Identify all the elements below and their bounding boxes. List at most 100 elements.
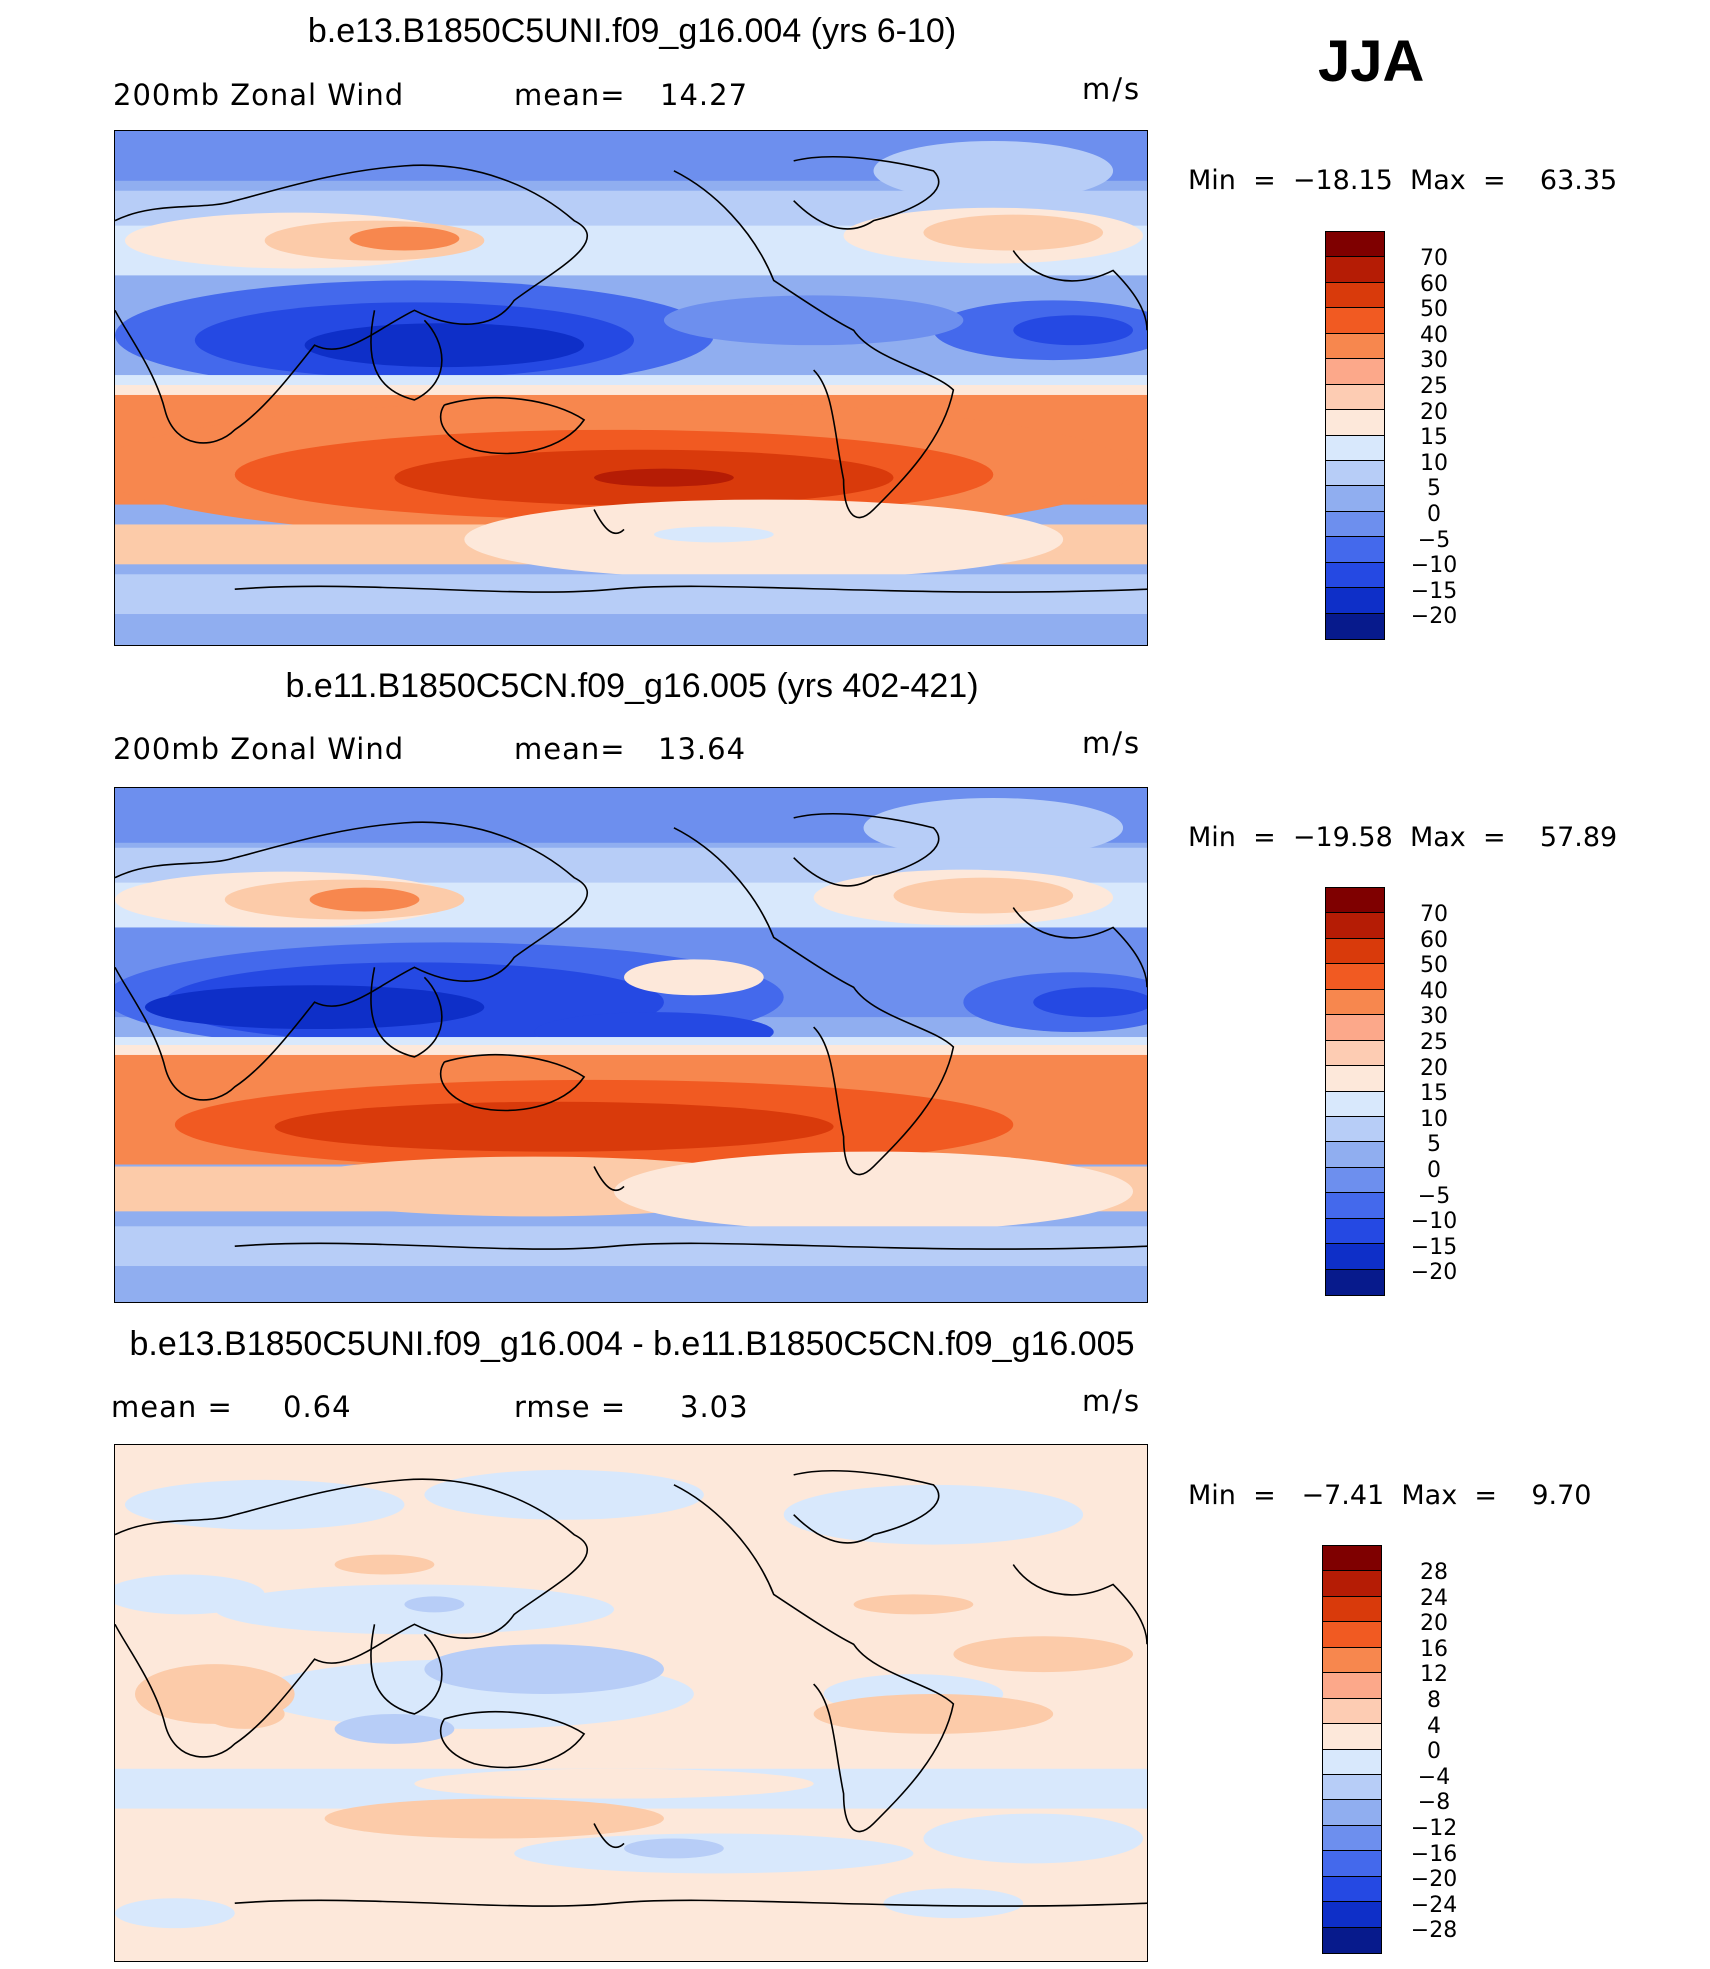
- colorbar-label: 0: [1427, 501, 1441, 527]
- colorbar-swatch: [1326, 1269, 1384, 1295]
- colorbar-label: −10: [1410, 553, 1458, 579]
- colorbar-label: −16: [1410, 1841, 1458, 1867]
- colorbar-label: −8: [1417, 1790, 1451, 1816]
- colorbar-label: 20: [1420, 1055, 1448, 1081]
- colorbar-swatch: [1323, 1774, 1381, 1801]
- colorbar-label: 15: [1420, 425, 1448, 451]
- colorbar-label: 30: [1420, 348, 1448, 374]
- colorbar-swatch: [1326, 410, 1384, 436]
- colorbar-swatch: [1326, 1244, 1384, 1270]
- panel-1-colorbar: [1325, 231, 1385, 640]
- panel-2-colorbar-labels: 70 60 50 40 30 25 20 15 10 5 0 −5 −10 −15 −20: [1410, 902, 1458, 1286]
- panel-1-contour-field: [115, 131, 1147, 645]
- panel-3-mean-value: 0.64: [283, 1390, 352, 1424]
- colorbar-swatch: [1323, 1673, 1381, 1699]
- panel-3-mean-label: mean =: [111, 1390, 233, 1424]
- colorbar-swatch: [1326, 1116, 1384, 1143]
- colorbar-swatch: [1323, 1876, 1381, 1903]
- colorbar-label: 20: [1420, 1611, 1448, 1637]
- colorbar-swatch: [1323, 1724, 1381, 1750]
- colorbar-label: 10: [1420, 450, 1448, 476]
- colorbar-swatch: [1326, 384, 1384, 411]
- panel-2-mean-label: mean=: [514, 732, 626, 766]
- panel-3-max-label: Max: [1401, 1480, 1458, 1511]
- colorbar-swatch: [1323, 1851, 1381, 1877]
- colorbar-swatch: [1326, 913, 1384, 939]
- colorbar-swatch: [1323, 1927, 1381, 1953]
- panel-2-contour-field: [115, 788, 1147, 1302]
- colorbar-swatch: [1326, 613, 1384, 639]
- colorbar-label: −12: [1410, 1815, 1458, 1841]
- colorbar-swatch: [1326, 562, 1384, 589]
- colorbar-swatch: [1326, 888, 1384, 914]
- colorbar-swatch: [1323, 1596, 1381, 1623]
- panel-3-colorbar: [1322, 1545, 1382, 1954]
- colorbar-swatch: [1326, 1015, 1384, 1041]
- panel-2-units: m/s: [1082, 726, 1142, 760]
- panel-1-mean-label: mean=: [514, 78, 626, 112]
- colorbar-label: −28: [1410, 1918, 1458, 1944]
- colorbar-swatch: [1326, 282, 1384, 309]
- colorbar-label: −15: [1410, 1234, 1458, 1260]
- colorbar-swatch: [1323, 1647, 1381, 1674]
- colorbar-label: 20: [1420, 399, 1448, 425]
- colorbar-label: 25: [1420, 373, 1448, 399]
- colorbar-label: −10: [1410, 1209, 1458, 1235]
- panel-1-mean-value: 14.27: [660, 78, 749, 112]
- panel-1-coastlines: [115, 156, 1147, 593]
- colorbar-label: 15: [1420, 1081, 1448, 1107]
- colorbar-label: 4: [1427, 1713, 1441, 1739]
- colorbar-swatch: [1326, 989, 1384, 1016]
- colorbar-label: 30: [1420, 1004, 1448, 1030]
- colorbar-label: 0: [1427, 1739, 1441, 1765]
- colorbar-swatch: [1326, 511, 1384, 538]
- panel-3-rmse-label: rmse =: [514, 1390, 627, 1424]
- panel-2-mean-value: 13.64: [658, 732, 747, 766]
- colorbar-swatch: [1326, 333, 1384, 360]
- colorbar-label: −5: [1417, 1183, 1451, 1209]
- colorbar-label: 24: [1420, 1585, 1448, 1611]
- colorbar-label: 16: [1420, 1636, 1448, 1662]
- colorbar-swatch: [1326, 308, 1384, 334]
- colorbar-swatch: [1326, 359, 1384, 385]
- colorbar-label: 10: [1420, 1106, 1448, 1132]
- colorbar-label: 5: [1427, 476, 1441, 502]
- colorbar-swatch: [1326, 588, 1384, 614]
- season-label: JJA: [1318, 29, 1425, 94]
- colorbar-label: 40: [1420, 322, 1448, 348]
- colorbar-swatch: [1326, 1193, 1384, 1219]
- colorbar-swatch: [1326, 232, 1384, 258]
- panel-3-map: [114, 1444, 1148, 1962]
- colorbar-swatch: [1323, 1571, 1381, 1597]
- panel-2-minmax: Min = −19.58 Max = 57.89: [1188, 822, 1618, 853]
- colorbar-label: 50: [1420, 953, 1448, 979]
- panel-1-minmax: Min = −18.15 Max = 63.35: [1188, 165, 1618, 196]
- panel-2-map: [114, 787, 1148, 1303]
- colorbar-label: 8: [1427, 1687, 1441, 1713]
- panel-3-contour-field: [115, 1445, 1147, 1961]
- colorbar-label: −20: [1410, 1867, 1458, 1893]
- colorbar-swatch: [1326, 1040, 1384, 1067]
- panel-3-minmax: Min = −7.41 Max = 9.70: [1188, 1480, 1592, 1511]
- colorbar-swatch: [1326, 1142, 1384, 1168]
- colorbar-label: 25: [1420, 1029, 1448, 1055]
- colorbar-swatch: [1326, 486, 1384, 512]
- colorbar-swatch: [1326, 435, 1384, 461]
- panel-1-max-label: Max: [1409, 165, 1466, 196]
- colorbar-label: 60: [1420, 927, 1448, 953]
- panel-3-title: b.e13.B1850C5UNI.f09_g16.004 - b.e11.B18…: [129, 1325, 1135, 1363]
- colorbar-swatch: [1326, 1066, 1384, 1092]
- colorbar-swatch: [1326, 1091, 1384, 1117]
- colorbar-swatch: [1326, 1218, 1384, 1245]
- colorbar-swatch: [1323, 1825, 1381, 1852]
- colorbar-swatch: [1326, 938, 1384, 965]
- panel-1-title: b.e13.B1850C5UNI.f09_g16.004 (yrs 6-10): [307, 12, 957, 50]
- colorbar-label: 40: [1420, 978, 1448, 1004]
- panel-2-colorbar: [1325, 887, 1385, 1296]
- panel-2-max-label: Max: [1409, 822, 1466, 853]
- panel-1-variable: 200mb Zonal Wind: [113, 78, 405, 112]
- colorbar-label: −24: [1410, 1892, 1458, 1918]
- panel-1-units: m/s: [1082, 72, 1142, 106]
- panel-1-map: [114, 130, 1148, 646]
- colorbar-swatch: [1323, 1698, 1381, 1725]
